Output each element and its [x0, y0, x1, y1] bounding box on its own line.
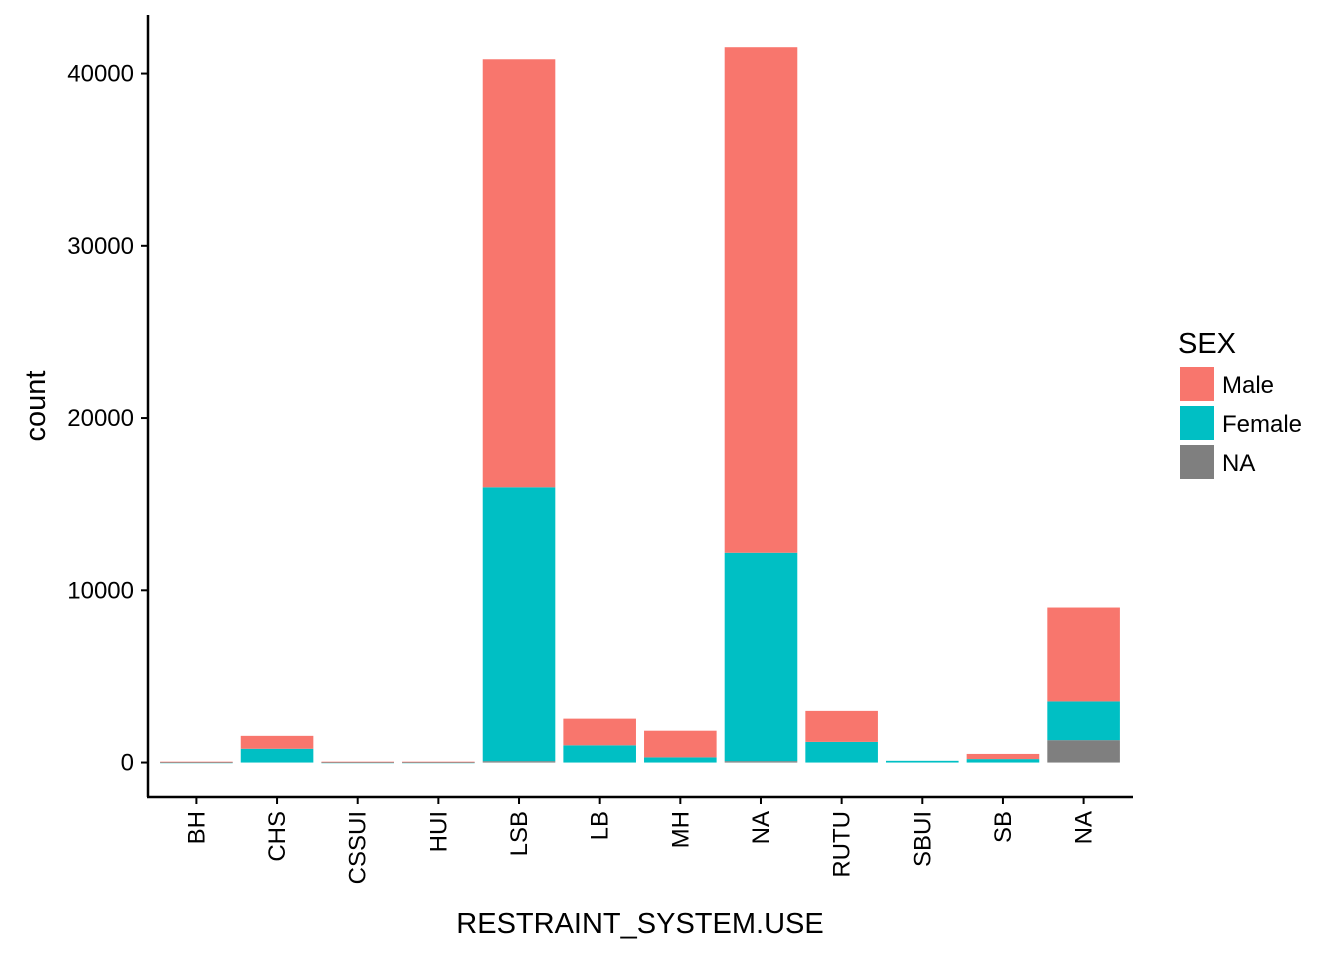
bar-segment-male [240, 735, 314, 749]
bars-layer [160, 47, 1120, 764]
x-tick-label: LB [587, 811, 614, 840]
x-tick-label: SBUI [909, 811, 936, 867]
legend: SEX Male Female NA [1178, 328, 1302, 479]
bar-segment-male [966, 753, 1040, 760]
y-axis-title: count [20, 371, 52, 442]
bar-segment-male [402, 761, 475, 763]
bar-segment-female [644, 757, 717, 763]
legend-swatch [1180, 367, 1214, 401]
x-tick-label: RUTU [829, 811, 856, 878]
legend-label: NA [1222, 450, 1255, 477]
x-tick-label: NA [1071, 811, 1098, 844]
legend-swatch [1180, 445, 1214, 479]
y-tick-label: 40000 [67, 61, 134, 88]
x-tick-label: LSB [506, 811, 533, 856]
x-tick-label: NA [748, 811, 775, 844]
bar-segment-female [1047, 701, 1120, 741]
x-tick-label: CSSUI [345, 811, 372, 884]
y-tick-label: 0 [121, 750, 134, 777]
bar-segment-female [402, 762, 475, 764]
bar-segment-male [563, 718, 636, 746]
bar-segment-female [482, 487, 556, 762]
bar-segment-female [805, 741, 878, 763]
x-tick-label: CHS [264, 811, 291, 862]
x-tick-label: SB [990, 811, 1017, 843]
bar-segment-female [966, 759, 1040, 763]
bar-segment-na [1047, 740, 1120, 763]
bar-segment-male [724, 47, 798, 553]
bar-segment-female [240, 748, 314, 763]
bar-segment-female [160, 762, 233, 764]
bar-segment-female [724, 552, 798, 762]
bar-segment-male [644, 730, 717, 758]
legend-label: Female [1222, 411, 1302, 438]
bar-segment-na [482, 761, 556, 763]
y-tick-label: 10000 [67, 577, 134, 604]
legend-title: SEX [1178, 328, 1236, 360]
bar-segment-female [563, 745, 636, 763]
bar-segment-male [1047, 607, 1120, 702]
x-ticks: BH CHS CSSUI HUI LSB LB MH NA RUTU SBUI SB NA [183, 797, 1098, 884]
bar-segment-male [321, 761, 394, 763]
legend-label: Male [1222, 372, 1274, 399]
x-axis-title: RESTRAINT_SYSTEM.USE [456, 908, 823, 940]
bar-segment-male [160, 761, 233, 763]
bar-segment-female [886, 760, 959, 763]
y-ticks: 0 10000 20000 30000 40000 [67, 61, 148, 777]
bar-segment-male [482, 59, 556, 488]
x-tick-label: BH [183, 811, 210, 844]
bar-segment-female [321, 762, 394, 764]
x-tick-label: HUI [425, 811, 452, 852]
bar-segment-male [805, 710, 878, 742]
y-tick-label: 20000 [67, 405, 134, 432]
y-tick-label: 30000 [67, 233, 134, 260]
x-tick-label: MH [667, 811, 694, 848]
legend-swatch [1180, 406, 1214, 440]
bar-segment-na [724, 761, 798, 763]
